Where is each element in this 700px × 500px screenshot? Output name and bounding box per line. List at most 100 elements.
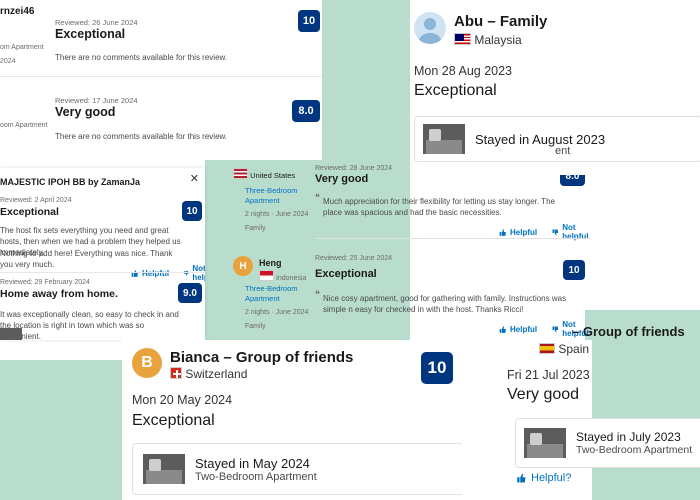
review-property: om Apartment bbox=[0, 44, 44, 51]
review-title: Exceptional bbox=[55, 27, 126, 41]
review-date: Reviewed: 25 June 2024 bbox=[315, 255, 393, 262]
review-score-badge: 8.0 bbox=[292, 100, 320, 122]
review-date: Reviewed: 17 June 2024 bbox=[55, 96, 138, 105]
stay-box: Stayed in May 2024 Two-Bedroom Apartment bbox=[132, 443, 462, 495]
review-score-badge: 10 bbox=[298, 10, 320, 32]
review-date: Reviewed: 28 June 2024 bbox=[315, 165, 393, 172]
review-score-badge: 10 bbox=[563, 260, 585, 280]
review-sub: 2024 bbox=[0, 58, 16, 65]
stay-subtitle: Two-Bedroom Apartment bbox=[195, 470, 317, 483]
thumbs-up-icon bbox=[499, 228, 506, 236]
thumbs-down-icon bbox=[184, 270, 189, 276]
reviewer-name: Heng bbox=[259, 258, 282, 268]
mint-panel-center bbox=[205, 160, 410, 340]
flag-indonesia-icon bbox=[259, 270, 274, 281]
review-body-2: Nothing to add here! Everything was nice… bbox=[0, 249, 173, 269]
review-property: oom Apartment bbox=[0, 122, 48, 129]
thumbs-up-icon bbox=[499, 325, 506, 333]
stay-title: Stayed in August 2023 bbox=[475, 131, 606, 147]
stay-box: Stayed in August 2023 ent bbox=[414, 116, 700, 162]
reviewer-name: rnzei46 bbox=[0, 6, 35, 17]
stay-box: Stayed in July 2023 Two-Bedroom Apartmen… bbox=[515, 418, 700, 468]
majestic-dialog[interactable]: MAJESTIC IPOH BB by ZamanJa ✕ Reviewed: … bbox=[0, 168, 205, 340]
mint-panel-bottom-left bbox=[0, 360, 122, 500]
review-date: Fri 21 Jul 2023 bbox=[507, 368, 590, 382]
review-title: Home away from home. bbox=[0, 288, 118, 300]
review-title: Exceptional bbox=[315, 268, 377, 280]
helpful-button[interactable]: Helpful? bbox=[515, 472, 571, 484]
top-right-review: Abu – Family Malaysia Mon 28 Aug 2023 Ex… bbox=[410, 0, 700, 175]
not-helpful-button[interactable]: Not helpful bbox=[551, 320, 600, 338]
reviewer-name: – Group of friends bbox=[572, 324, 685, 339]
not-helpful-button[interactable]: Not helpful bbox=[551, 223, 600, 241]
center-review-column: United States Three-Bedroom Apartment 2 … bbox=[205, 160, 600, 340]
bottom-right-review: – Group of friends Spain Fri 21 Jul 2023… bbox=[462, 320, 700, 500]
review-body: The host fix sets everything you need an… bbox=[0, 226, 181, 257]
reviewer-name: Abu – Family bbox=[454, 13, 548, 30]
review-date: Reviewed: 29 February 2024 bbox=[0, 279, 90, 286]
reviewer-country: Spain bbox=[539, 342, 589, 356]
quote-icon: ❝ bbox=[315, 289, 320, 299]
review-body: There are no comments available for this… bbox=[55, 132, 228, 141]
stay-title: Stayed in May 2024 bbox=[195, 455, 310, 471]
bottom-center-review: B Bianca – Group of friends Switzerland … bbox=[122, 340, 462, 500]
mint-panel-right bbox=[585, 310, 700, 500]
divider bbox=[0, 272, 205, 273]
mint-panel-top-right bbox=[322, 0, 410, 175]
avatar: H bbox=[233, 256, 253, 276]
helpful-button[interactable]: Helpful bbox=[498, 320, 537, 338]
group-type: Family bbox=[245, 323, 266, 330]
flag-switzerland-icon bbox=[170, 367, 182, 379]
room-type-link[interactable]: Three-Bedroom Apartment bbox=[245, 186, 298, 205]
review-title: Very good bbox=[55, 105, 116, 119]
review-score-badge: 10 bbox=[182, 201, 202, 221]
review-title: Very good bbox=[315, 173, 369, 185]
reviewer-country: United States bbox=[233, 168, 295, 180]
review-score-badge: 9.0 bbox=[178, 283, 202, 303]
group-type: Family bbox=[245, 225, 266, 232]
review-date: Mon 28 Aug 2023 bbox=[414, 64, 512, 78]
thumbs-down-icon bbox=[552, 228, 559, 236]
close-icon[interactable]: ✕ bbox=[189, 173, 199, 185]
dialog-title: MAJESTIC IPOH BB by ZamanJa bbox=[0, 177, 141, 187]
reviewer-country: Indonesia bbox=[259, 270, 306, 282]
review-score-badge: 10 bbox=[421, 352, 453, 384]
thumbs-up-icon bbox=[517, 473, 526, 483]
thumbs-up-icon bbox=[131, 269, 138, 277]
thumbs-down-icon bbox=[552, 325, 559, 333]
reviewer-country: Switzerland bbox=[170, 367, 247, 381]
not-helpful-button[interactable]: Not helpful bbox=[183, 264, 205, 282]
review-body: Nice cosy apartment, good for gathering … bbox=[323, 294, 567, 314]
nights-info: 2 nights · June 2024 bbox=[245, 309, 309, 316]
divider bbox=[315, 238, 590, 239]
review-body: It was exceptionally clean, so easy to c… bbox=[0, 310, 179, 340]
top-left-review-list: rnzei46 Reviewed: 26 June 2024 Exception… bbox=[0, 0, 322, 160]
quote-icon: ❝ bbox=[315, 192, 320, 202]
property-thumbnail bbox=[524, 428, 566, 458]
review-body: There are no comments available for this… bbox=[55, 53, 228, 62]
helpful-button[interactable]: Helpful bbox=[498, 223, 537, 241]
property-thumbnail bbox=[423, 124, 465, 154]
flag-malaysia-icon bbox=[454, 33, 471, 45]
review-body: Much appreciation for their flexibility … bbox=[323, 197, 555, 217]
reviewer-name: Bianca – Group of friends bbox=[170, 349, 354, 366]
stay-title: Stayed in July 2023 bbox=[576, 430, 681, 444]
avatar bbox=[414, 12, 446, 44]
stay-subtitle: ent bbox=[555, 145, 571, 157]
reviewer-photo bbox=[0, 328, 22, 340]
flag-united-states-icon bbox=[233, 168, 248, 179]
nights-info: 2 nights · June 2024 bbox=[245, 211, 309, 218]
review-title: Exceptional bbox=[132, 412, 215, 429]
property-thumbnail bbox=[143, 454, 185, 484]
helpful-button[interactable]: Helpful bbox=[130, 264, 169, 282]
review-title: Very good bbox=[507, 386, 580, 403]
flag-spain-icon bbox=[539, 343, 555, 354]
reviewer-country: Malaysia bbox=[454, 33, 522, 47]
review-title: Exceptional bbox=[0, 206, 59, 218]
review-date: Mon 20 May 2024 bbox=[132, 393, 233, 407]
room-type-link[interactable]: Three-Bedroom Apartment bbox=[245, 284, 298, 303]
person-icon bbox=[418, 18, 442, 44]
divider bbox=[0, 76, 322, 77]
review-date: Reviewed: 2 April 2024 bbox=[0, 197, 72, 204]
review-date: Reviewed: 26 June 2024 bbox=[55, 18, 138, 27]
